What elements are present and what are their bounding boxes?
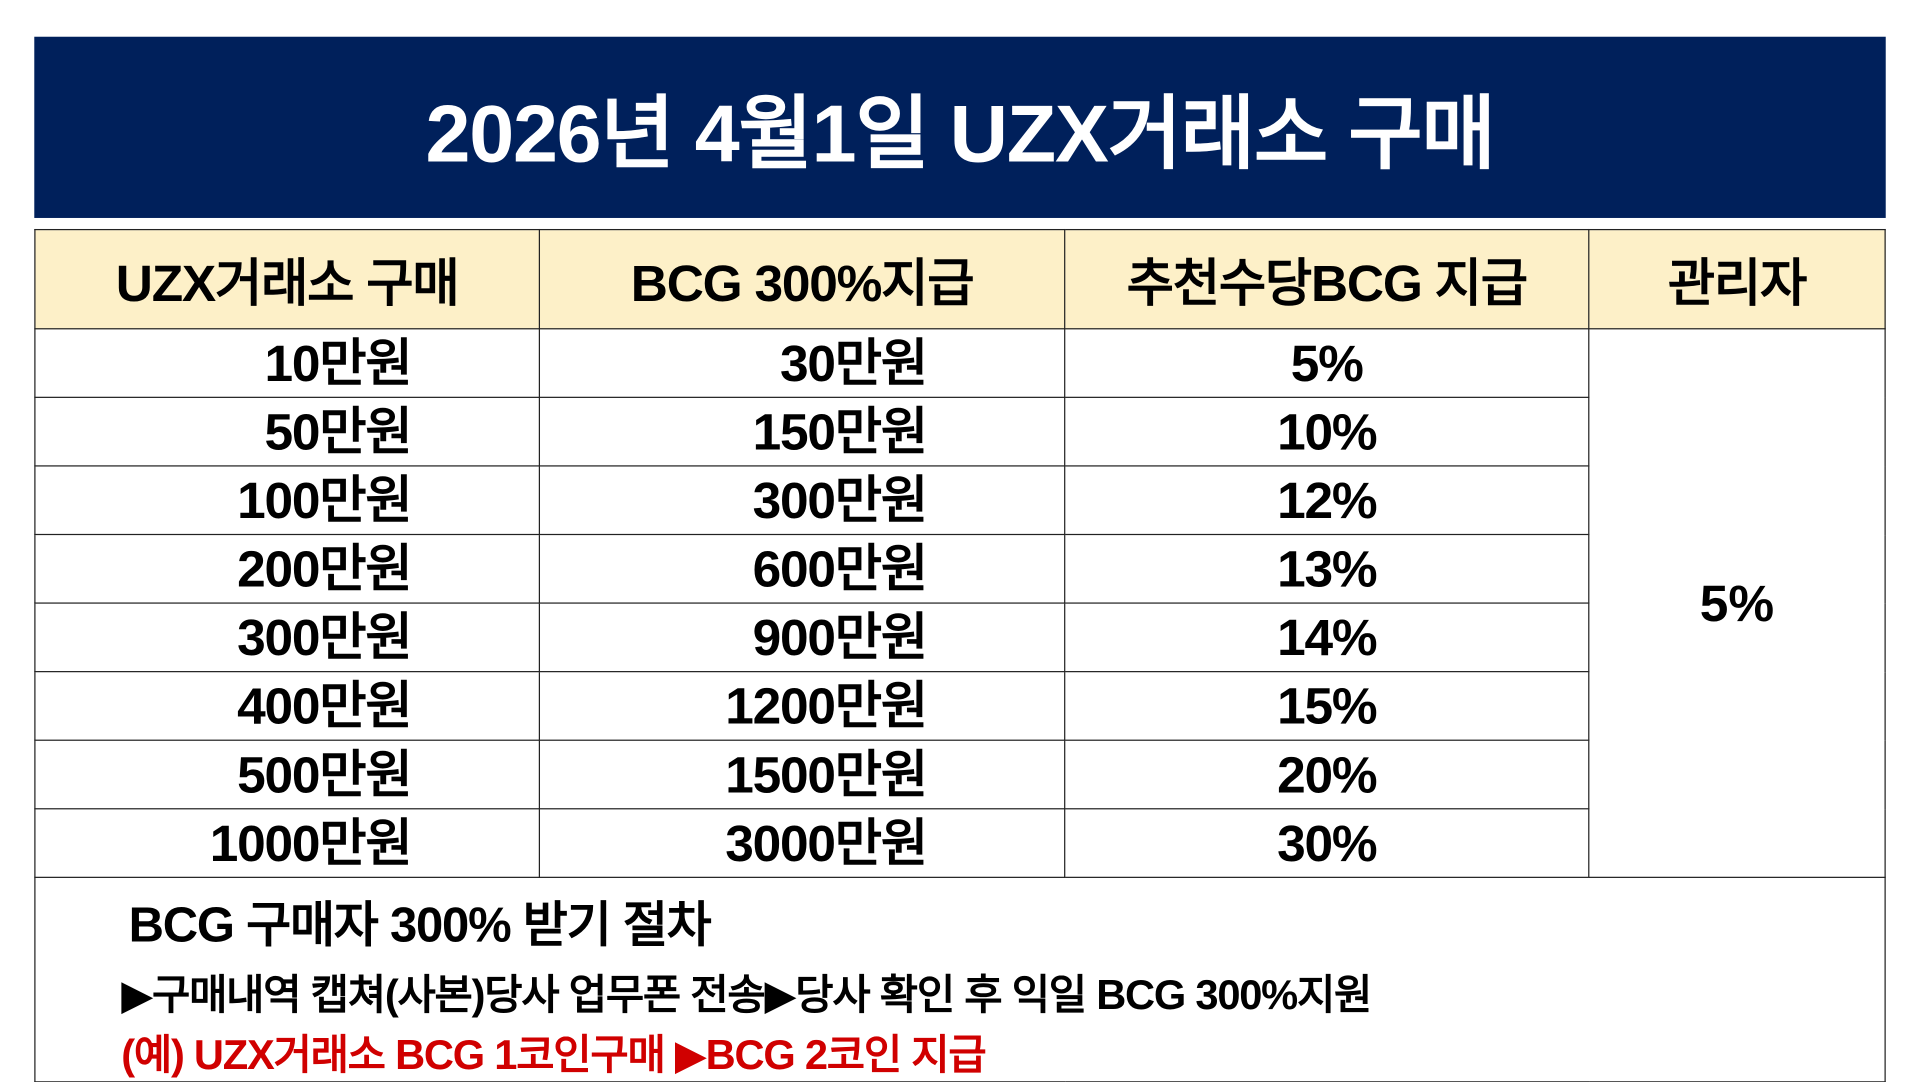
referral-rate: 5% [1064, 328, 1590, 398]
manager-rate: 5% [1588, 328, 1886, 878]
bcg-payment: 3000만원 [538, 808, 1066, 878]
bcg-payment: 300만원 [538, 465, 1066, 536]
referral-rate: 14% [1064, 602, 1590, 673]
table-row: 500만원 1500만원 20% [34, 739, 1885, 810]
bcg-payment: 900만원 [538, 602, 1066, 673]
purchase-amount: 10만원 [34, 328, 541, 398]
price-table: UZX거래소 구매 BCG 300%지급 추천수당BCG 지급 관리자 10만원… [34, 228, 1886, 1082]
table-row: 100만원 300만원 12% [34, 465, 1885, 536]
header-bcg-payment: BCG 300%지급 [538, 228, 1066, 330]
purchase-amount: 1000만원 [34, 808, 541, 878]
purchase-amount: 200만원 [34, 533, 541, 604]
table-row: 10만원 30만원 5% 5% [34, 328, 1886, 878]
referral-rate: 20% [1064, 739, 1590, 810]
referral-rate: 30% [1064, 808, 1590, 878]
table-row: 50만원 150만원 10% [34, 396, 1885, 467]
table-row: 400만원 1200만원 15% [34, 671, 1885, 741]
table-header-row: UZX거래소 구매 BCG 300%지급 추천수당BCG 지급 관리자 [34, 228, 1886, 330]
bcg-payment: 1200만원 [538, 671, 1066, 741]
procedure-text: ▶구매내역 캡쳐(사본)당사 업무폰 전송▶당사 확인 후 익일 BCG 300… [121, 972, 1372, 1019]
bcg-payment: 150만원 [538, 396, 1066, 467]
table-row: 200만원 600만원 13% [34, 533, 1885, 604]
example-text: (예) UZX거래소 BCG 1코인구매 ▶BCG 2코인 지급 [121, 1032, 986, 1079]
referral-rate: 10% [1064, 396, 1590, 467]
bcg-payment: 1500만원 [538, 739, 1066, 810]
referral-rate: 12% [1064, 465, 1590, 536]
footer-row: BCG 구매자 300% 받기 절차 ▶구매내역 캡쳐(사본)당사 업무폰 전송▶… [34, 876, 1886, 1082]
purchase-amount: 500만원 [34, 739, 541, 810]
header-manager: 관리자 [1588, 228, 1886, 330]
purchase-amount: 300만원 [34, 602, 541, 673]
purchase-amount: 400만원 [34, 671, 541, 741]
table-row: 1000만원 3000만원 30% [34, 808, 1885, 878]
bcg-payment: 30만원 [538, 328, 1066, 398]
purchase-amount: 50만원 [34, 396, 541, 467]
referral-rate: 13% [1064, 533, 1590, 604]
page-title: 2026년 4월1일 UZX거래소 구매 [34, 36, 1886, 218]
purchase-amount: 100만원 [34, 465, 541, 536]
referral-rate: 15% [1064, 671, 1590, 741]
header-purchase: UZX거래소 구매 [34, 228, 541, 330]
procedure-heading: BCG 구매자 300% 받기 절차 [128, 898, 712, 953]
header-referral: 추천수당BCG 지급 [1064, 228, 1590, 330]
bcg-payment: 600만원 [538, 533, 1066, 604]
table-row: 300만원 900만원 14% [34, 602, 1885, 673]
footer-notes: BCG 구매자 300% 받기 절차 ▶구매내역 캡쳐(사본)당사 업무폰 전송▶… [34, 876, 1886, 1082]
